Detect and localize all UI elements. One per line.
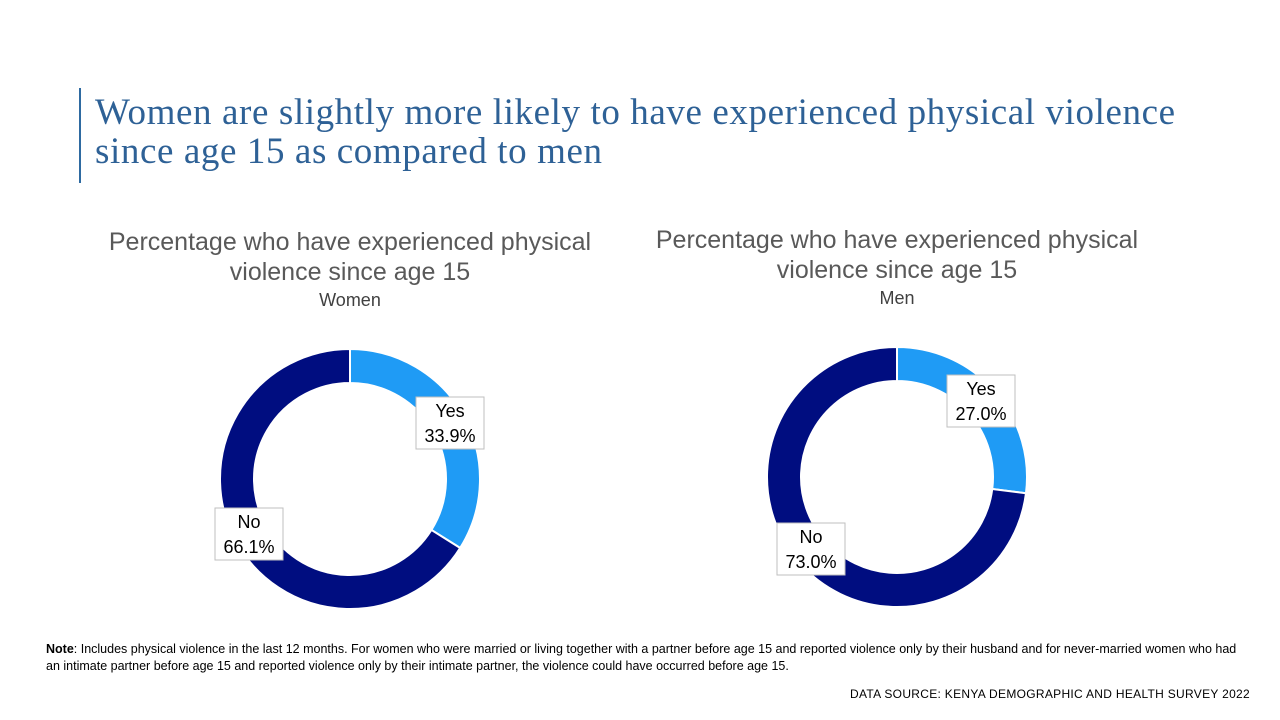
men-chart-title: Percentage who have experienced physical… xyxy=(655,226,1139,284)
women-donut-chart: Yes 33.9% No 66.1% xyxy=(214,347,485,610)
note-label: Note xyxy=(46,642,74,656)
data-label-no: No 73.0% xyxy=(776,522,846,576)
data-source: DATA SOURCE: KENYA DEMOGRAPHIC AND HEALT… xyxy=(849,687,1250,701)
label-text: Yes xyxy=(966,379,995,399)
slide-title: Women are slightly more likely to have e… xyxy=(95,92,1176,172)
note-text: : Includes physical violence in the last… xyxy=(46,642,1237,673)
value-text: 66.1% xyxy=(223,537,274,557)
women-chart-subtitle: Women xyxy=(319,290,381,310)
slice-no xyxy=(219,347,462,610)
label-text: No xyxy=(237,512,260,532)
men-chart-subtitle: Men xyxy=(879,288,915,308)
value-text: 27.0% xyxy=(955,404,1006,424)
footnote: Note: Includes physical violence in the … xyxy=(46,641,1246,675)
value-text: 73.0% xyxy=(785,552,836,572)
data-label-yes: Yes 27.0% xyxy=(946,374,1016,428)
men-donut-chart: Yes 27.0% No 73.0% xyxy=(766,345,1028,608)
slice-no xyxy=(766,345,1028,608)
women-chart-title: Percentage who have experienced physical… xyxy=(108,228,592,286)
data-label-yes: Yes 33.9% xyxy=(415,396,485,450)
data-label-no: No 66.1% xyxy=(214,507,284,561)
label-text: No xyxy=(799,527,822,547)
value-text: 33.9% xyxy=(424,426,475,446)
title-accent-bar xyxy=(79,88,81,183)
label-text: Yes xyxy=(435,401,464,421)
